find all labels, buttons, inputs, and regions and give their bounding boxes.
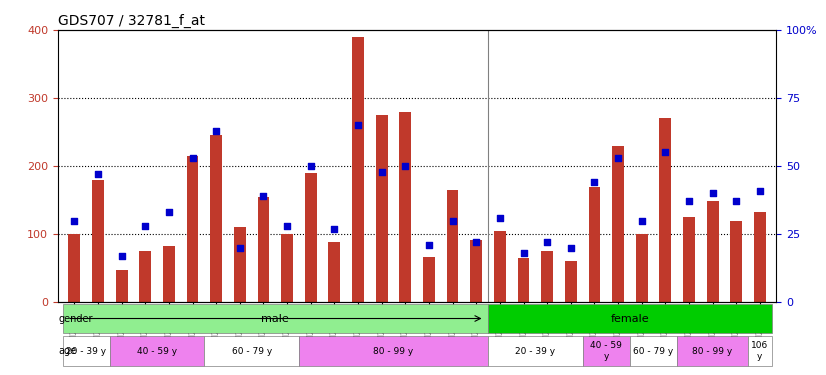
Bar [400, 112, 411, 302]
Bar [447, 190, 458, 302]
Text: 40 - 59 y: 40 - 59 y [137, 346, 177, 355]
FancyBboxPatch shape [63, 336, 110, 366]
Point [446, 217, 459, 223]
Point [493, 215, 506, 221]
Bar [683, 217, 695, 302]
Bar [116, 270, 127, 302]
Text: male: male [261, 314, 289, 324]
Bar [470, 240, 482, 302]
Point [139, 223, 152, 229]
Text: gender: gender [59, 314, 93, 324]
Point [658, 150, 672, 156]
FancyBboxPatch shape [488, 304, 771, 333]
Point [635, 217, 648, 223]
Bar [423, 256, 434, 302]
Text: 20 - 39 y: 20 - 39 y [515, 346, 555, 355]
Point [470, 239, 483, 245]
Bar [163, 246, 175, 302]
Point [588, 179, 601, 185]
Text: 20 - 39 y: 20 - 39 y [66, 346, 107, 355]
Bar [187, 156, 198, 302]
Point [706, 190, 719, 196]
Point [92, 171, 105, 177]
Bar [376, 115, 387, 302]
Bar [541, 251, 553, 302]
Text: 60 - 79 y: 60 - 79 y [231, 346, 272, 355]
Bar [352, 37, 364, 302]
Point [517, 250, 530, 256]
FancyBboxPatch shape [204, 336, 299, 366]
Bar [305, 173, 316, 302]
Point [351, 122, 364, 128]
Point [422, 242, 435, 248]
Text: age: age [59, 346, 77, 356]
Point [753, 188, 767, 194]
Text: 80 - 99 y: 80 - 99 y [373, 346, 414, 355]
Bar [707, 201, 719, 302]
Text: GDS707 / 32781_f_at: GDS707 / 32781_f_at [58, 13, 205, 28]
Bar [659, 118, 672, 302]
Point [564, 245, 577, 251]
Bar [518, 258, 529, 302]
FancyBboxPatch shape [630, 336, 677, 366]
Point [611, 155, 624, 161]
Bar [258, 197, 269, 302]
Bar [140, 251, 151, 302]
Point [729, 198, 743, 204]
Point [233, 245, 246, 251]
Point [375, 168, 388, 174]
Point [186, 155, 199, 161]
Point [163, 209, 176, 215]
FancyBboxPatch shape [582, 336, 630, 366]
Bar [211, 135, 222, 302]
Point [257, 193, 270, 199]
Bar [588, 186, 601, 302]
Point [399, 163, 412, 169]
Text: 106
y: 106 y [752, 342, 768, 361]
Point [210, 128, 223, 134]
FancyBboxPatch shape [748, 336, 771, 366]
Bar [234, 227, 246, 302]
Bar [565, 261, 577, 302]
FancyBboxPatch shape [488, 336, 582, 366]
Text: 60 - 79 y: 60 - 79 y [634, 346, 674, 355]
Point [68, 217, 81, 223]
FancyBboxPatch shape [299, 336, 488, 366]
Bar [329, 242, 340, 302]
FancyBboxPatch shape [63, 304, 488, 333]
Bar [494, 231, 506, 302]
Bar [92, 180, 104, 302]
Point [115, 253, 128, 259]
Bar [730, 220, 743, 302]
Bar [754, 211, 766, 302]
Point [540, 239, 553, 245]
Text: female: female [610, 314, 649, 324]
Text: 80 - 99 y: 80 - 99 y [692, 346, 733, 355]
Point [328, 226, 341, 232]
Bar [69, 234, 80, 302]
Bar [636, 234, 648, 302]
Text: 40 - 59
y: 40 - 59 y [591, 342, 622, 361]
Bar [281, 234, 293, 302]
FancyBboxPatch shape [677, 336, 748, 366]
Point [304, 163, 317, 169]
Point [682, 198, 695, 204]
Bar [612, 146, 624, 302]
FancyBboxPatch shape [110, 336, 204, 366]
Point [281, 223, 294, 229]
